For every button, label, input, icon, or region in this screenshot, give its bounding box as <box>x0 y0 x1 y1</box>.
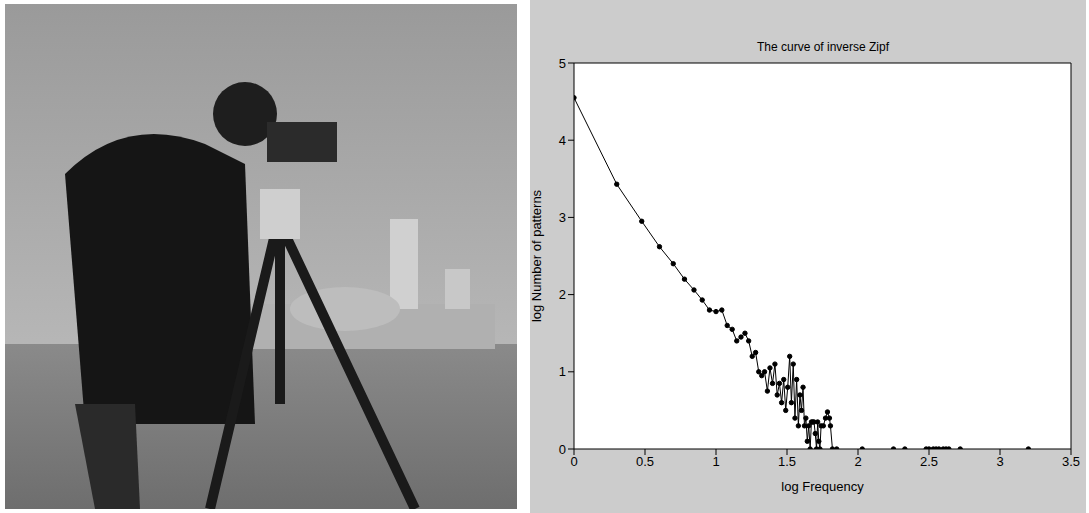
svg-text:4: 4 <box>559 133 566 148</box>
svg-text:3.5: 3.5 <box>1062 454 1080 469</box>
svg-text:0.5: 0.5 <box>636 454 654 469</box>
svg-text:1.5: 1.5 <box>778 454 796 469</box>
svg-text:log Frequency: log Frequency <box>781 479 864 494</box>
html-text:The curve of inverse Zipf: The curve of inverse Zipf <box>757 40 889 54</box>
svg-text:5: 5 <box>559 56 566 71</box>
svg-text:3: 3 <box>559 210 566 225</box>
svg-text:1: 1 <box>712 454 719 469</box>
svg-text:2.5: 2.5 <box>920 454 938 469</box>
svg-text:0: 0 <box>570 454 577 469</box>
svg-text:3: 3 <box>996 454 1003 469</box>
svg-text:2: 2 <box>854 454 861 469</box>
svg-text:log Number of patterns: log Number of patterns <box>530 189 544 322</box>
svg-text:1: 1 <box>559 364 566 379</box>
svg-text:2: 2 <box>559 287 566 302</box>
svg-text:0: 0 <box>559 442 566 457</box>
